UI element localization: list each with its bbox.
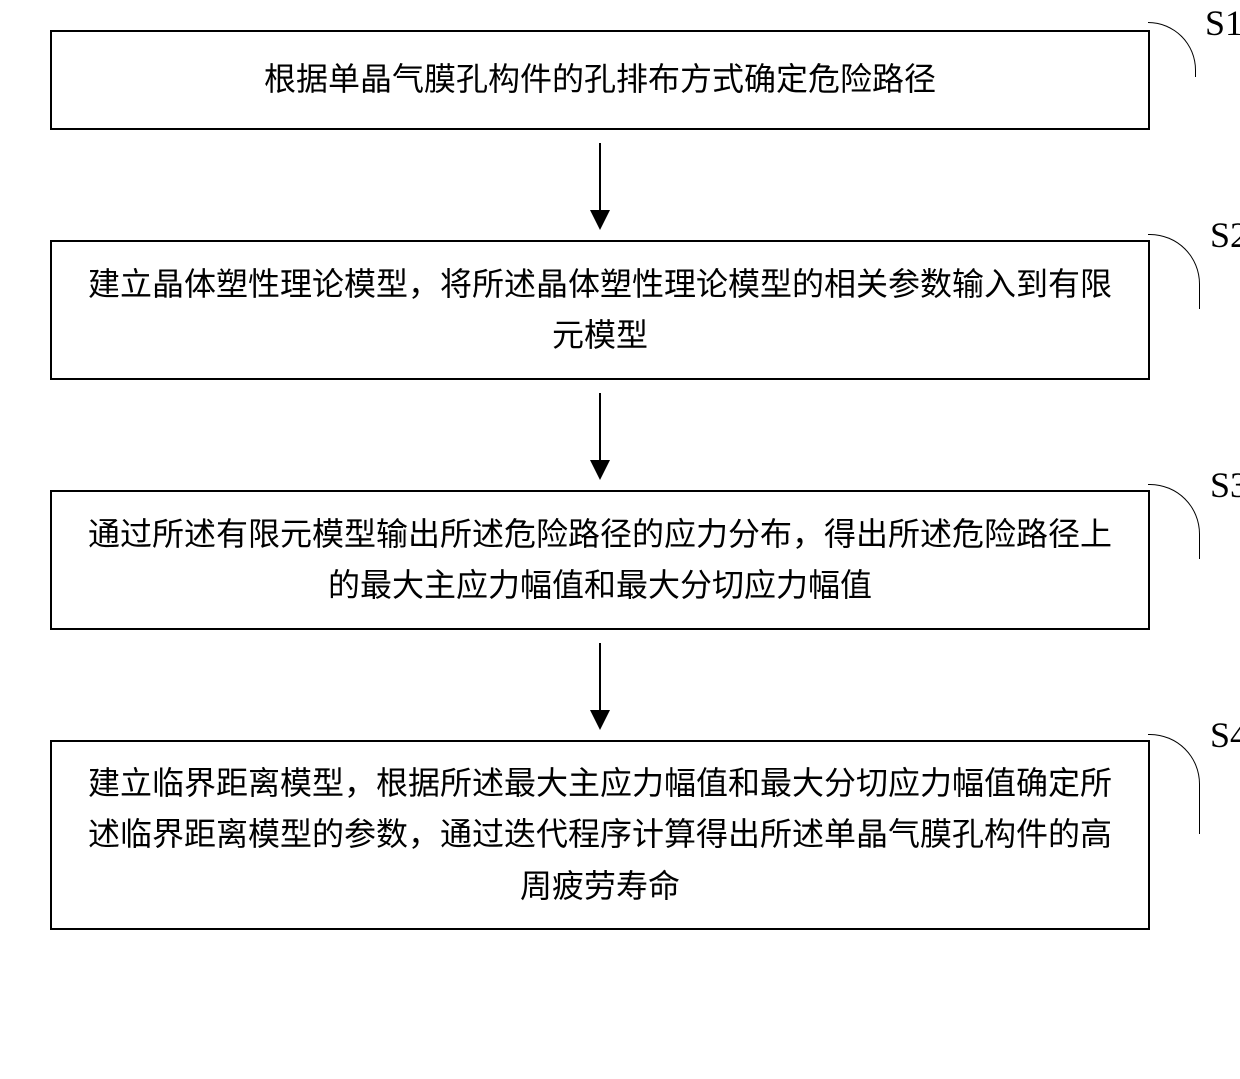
step-text: 根据单晶气膜孔构件的孔排布方式确定危险路径 bbox=[264, 54, 936, 105]
step-label-s1: S1 bbox=[1205, 2, 1240, 44]
flowchart-step-s1: 根据单晶气膜孔构件的孔排布方式确定危险路径 S1 bbox=[50, 30, 1150, 130]
flowchart-arrow bbox=[50, 130, 1150, 240]
label-connector bbox=[1148, 22, 1196, 77]
flowchart-arrow bbox=[50, 630, 1150, 740]
arrow-line bbox=[599, 143, 601, 228]
flowchart-step-s2: 建立晶体塑性理论模型，将所述晶体塑性理论模型的相关参数输入到有限元模型 S2 bbox=[50, 240, 1150, 380]
step-text: 建立临界距离模型，根据所述最大主应力幅值和最大分切应力幅值确定所述临界距离模型的… bbox=[82, 758, 1118, 912]
label-connector bbox=[1148, 734, 1200, 834]
arrow-head-icon bbox=[590, 460, 610, 480]
flowchart-step-s3: 通过所述有限元模型输出所述危险路径的应力分布，得出所述危险路径上的最大主应力幅值… bbox=[50, 490, 1150, 630]
step-label-s4: S4 bbox=[1210, 714, 1240, 756]
step-label-s3: S3 bbox=[1210, 464, 1240, 506]
arrow-head-icon bbox=[590, 710, 610, 730]
arrow-line bbox=[599, 643, 601, 728]
label-connector bbox=[1148, 484, 1200, 559]
arrow-line bbox=[599, 393, 601, 478]
flowchart-step-s4: 建立临界距离模型，根据所述最大主应力幅值和最大分切应力幅值确定所述临界距离模型的… bbox=[50, 740, 1150, 930]
arrow-head-icon bbox=[590, 210, 610, 230]
label-connector bbox=[1148, 234, 1200, 309]
flowchart-container: 根据单晶气膜孔构件的孔排布方式确定危险路径 S1 建立晶体塑性理论模型，将所述晶… bbox=[50, 30, 1150, 930]
flowchart-arrow bbox=[50, 380, 1150, 490]
step-label-s2: S2 bbox=[1210, 214, 1240, 256]
step-text: 建立晶体塑性理论模型，将所述晶体塑性理论模型的相关参数输入到有限元模型 bbox=[82, 259, 1118, 361]
step-text: 通过所述有限元模型输出所述危险路径的应力分布，得出所述危险路径上的最大主应力幅值… bbox=[82, 509, 1118, 611]
